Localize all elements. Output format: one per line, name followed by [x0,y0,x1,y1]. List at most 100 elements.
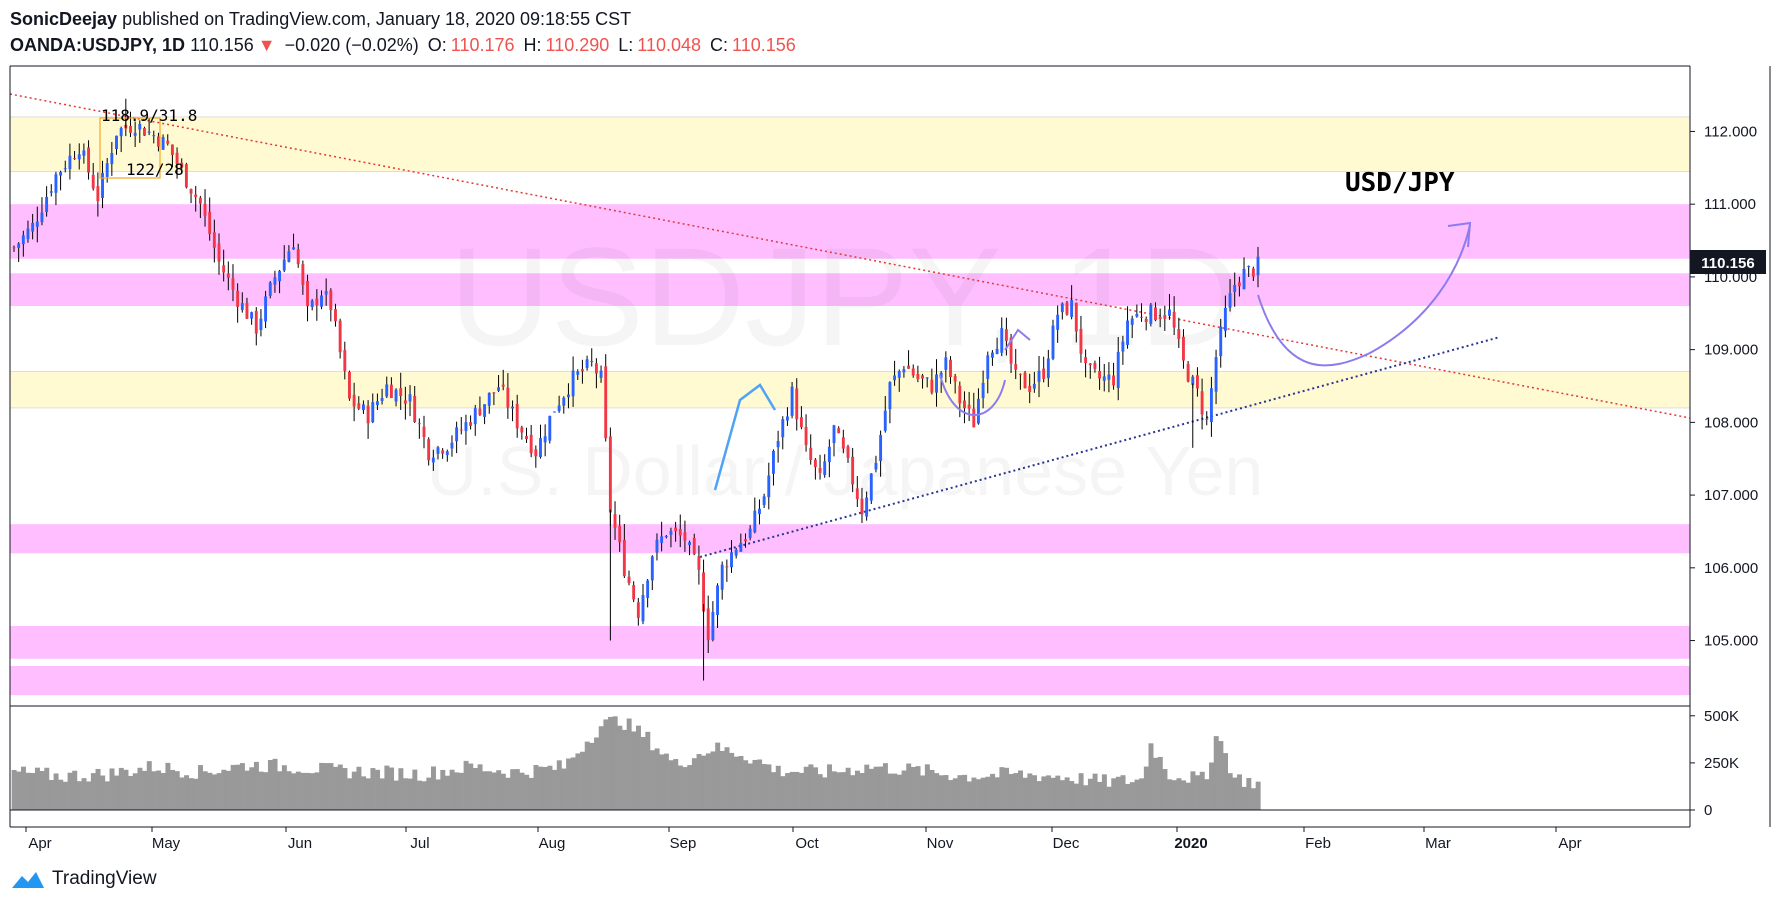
wave-pattern[interactable] [713,383,777,491]
candle [594,358,598,389]
resistance-trendline[interactable] [9,93,1691,419]
volume-bar [72,770,78,810]
candle [692,533,696,556]
publish-line: SonicDeejay published on TradingView.com… [10,6,800,32]
volume-bar [957,775,963,810]
candle [613,501,617,540]
candle [776,430,780,463]
volume-bar [114,775,120,810]
volume-bar [589,742,595,810]
candle [958,381,962,418]
volume-bar [524,774,530,810]
candle [799,406,803,430]
drawing-overlays[interactable] [99,117,1472,491]
candle [380,388,384,405]
candle [1144,316,1148,331]
candle [408,385,412,417]
candle [879,430,883,477]
volume-bar [1115,776,1121,810]
fib-label-2: 122/28 [126,160,184,179]
volume-bar [822,777,828,810]
zone-yellow-0[interactable] [10,116,1690,172]
candle [1023,370,1027,389]
candle [888,381,892,424]
trendlines[interactable] [9,93,1691,558]
volume-bar [323,763,329,810]
volume-bar [948,780,954,810]
zone-pink-5[interactable] [10,626,1690,659]
volume-bar [910,767,916,810]
candle [986,351,990,394]
projection-arrow[interactable] [1257,224,1471,367]
candle [1116,336,1120,401]
candle [329,288,333,322]
candle [678,514,682,548]
candle [762,493,766,508]
zone-pink-4[interactable] [10,524,1690,554]
tradingview-logo[interactable]: TradingView [10,868,157,890]
candle [54,171,58,206]
candle [1121,335,1125,365]
volume-bar [691,758,697,810]
volume-bar [193,778,199,810]
volume-bar [1032,775,1037,810]
high-label: H: [523,35,542,55]
candle [156,132,160,152]
volume-bar [500,773,506,810]
candle [730,540,733,573]
volume-bar [39,771,45,810]
fib-box[interactable] [99,117,161,179]
support-trendline[interactable] [699,336,1501,558]
candle [17,242,21,262]
volume-bar [1167,779,1173,810]
volume-bar [603,719,609,810]
candle [217,233,221,275]
volume-bar [156,770,162,810]
volume-bar [62,781,68,810]
chart-header: SonicDeejay published on TradingView.com… [10,6,800,58]
candle [548,415,552,444]
zone-pink-6[interactable] [10,666,1690,696]
pattern-arrow[interactable] [1004,328,1031,351]
volume-bar [328,763,334,810]
volume-bar [556,760,562,810]
candle [1088,363,1092,379]
volume-bar [30,773,36,810]
candle [68,143,72,180]
volume-bar [813,767,819,810]
candle [1154,302,1157,322]
volume-bar [598,726,604,810]
zone-pink-2[interactable] [10,273,1690,306]
candle [1046,349,1050,387]
candle [343,341,347,380]
candle [585,355,589,371]
volume-bar [212,774,217,810]
zone-yellow-3[interactable] [10,371,1690,408]
candle [697,545,701,585]
volume-bar [482,771,488,810]
volume-bar [1157,756,1163,810]
candle [1070,285,1074,320]
candle [138,120,142,143]
pattern-curve[interactable] [939,374,1006,416]
candle [580,359,584,384]
volume-bar [398,768,404,810]
volume-bar [370,768,376,810]
volume-bar [724,747,730,810]
candle [590,348,594,367]
volume-bar [938,775,944,810]
volume-bar [384,765,390,810]
author-name[interactable]: SonicDeejay [10,9,118,29]
candle [399,372,403,410]
candle [1014,348,1018,380]
open-value: 110.176 [450,35,515,55]
volume-bar [580,751,586,810]
annotation-title[interactable]: USD/JPY [1345,168,1455,198]
zone-pink-1[interactable] [10,204,1690,259]
candle [562,396,566,414]
volume-bar [915,766,921,810]
volume-bar [403,778,409,810]
candle [278,269,282,294]
candle [930,368,934,395]
